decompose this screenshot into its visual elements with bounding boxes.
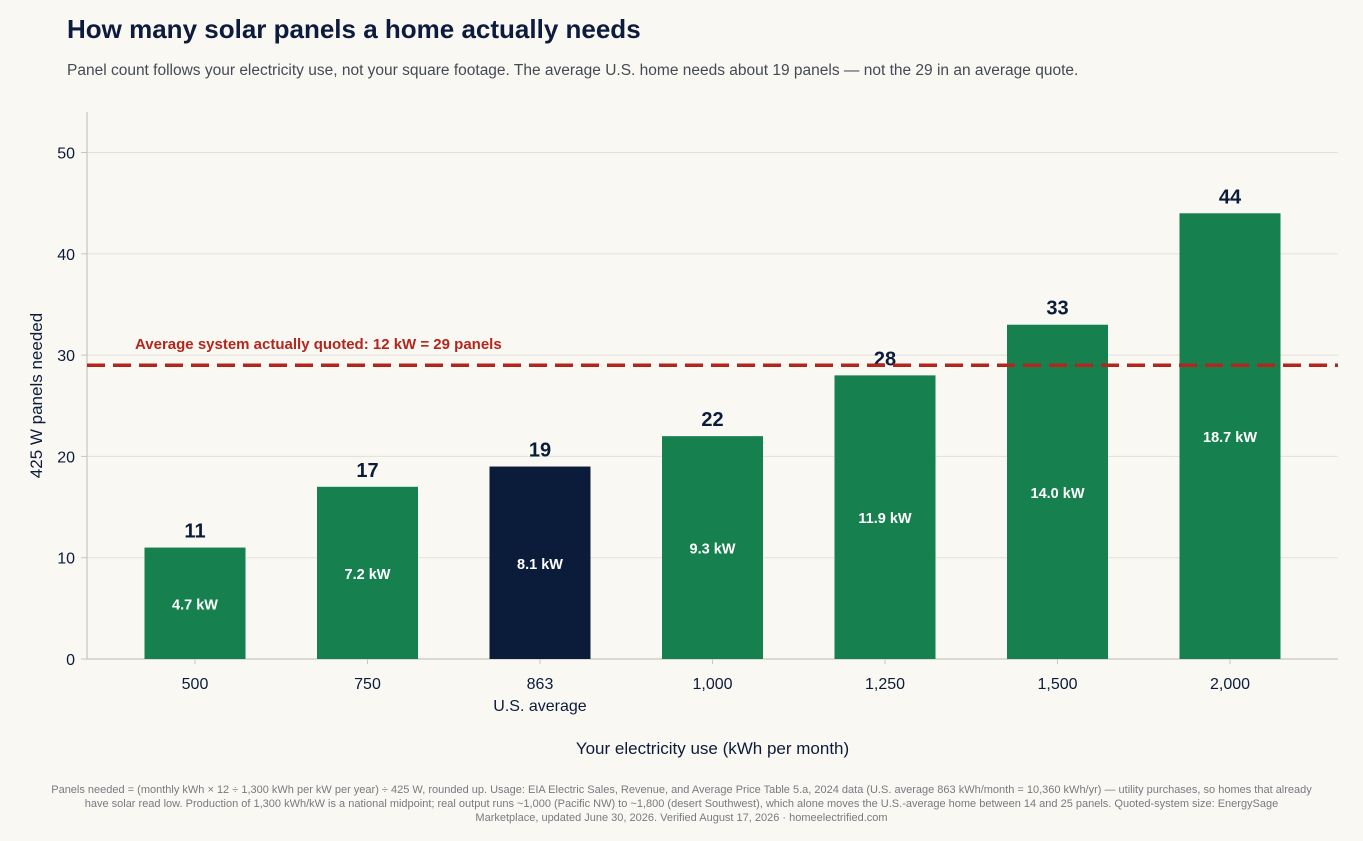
x-tick-sublabel: U.S. average xyxy=(493,698,586,715)
bar-value-label: 17 xyxy=(356,460,378,482)
bar-value-label: 44 xyxy=(1219,186,1242,208)
bar-value-label: 11 xyxy=(184,521,205,543)
x-tick-label: 2,000 xyxy=(1210,676,1250,693)
bar xyxy=(489,466,591,659)
x-tick-label: 750 xyxy=(354,676,381,693)
bar xyxy=(834,375,936,659)
bar-value-label: 22 xyxy=(701,409,723,431)
bar-value-label: 33 xyxy=(1046,298,1068,320)
y-tick-label: 0 xyxy=(66,652,75,669)
bar xyxy=(662,436,763,659)
y-tick-label: 30 xyxy=(57,348,75,365)
bar-value-label: 28 xyxy=(874,348,896,370)
bar xyxy=(1179,213,1281,659)
bar-value-label: 19 xyxy=(529,440,551,462)
x-tick-label: 1,000 xyxy=(692,676,732,693)
chart-title: How many solar panels a home actually ne… xyxy=(67,14,641,44)
bar-inner-label: 8.1 kW xyxy=(517,557,563,573)
footnote-line-1: Panels needed = (monthly kWh × 12 ÷ 1,30… xyxy=(51,784,1312,796)
footnote: Panels needed = (monthly kWh × 12 ÷ 1,30… xyxy=(0,783,1363,825)
x-tick-label: 500 xyxy=(182,676,209,693)
bar-inner-label: 18.7 kW xyxy=(1203,430,1257,446)
bar-inner-label: 4.7 kW xyxy=(172,597,218,613)
y-tick-label: 40 xyxy=(57,247,75,264)
y-axis-title: 425 W panels needed xyxy=(27,313,46,478)
bar-inner-label: 14.0 kW xyxy=(1031,486,1085,502)
bar xyxy=(144,547,246,659)
bar xyxy=(1007,324,1108,659)
chart-subtitle: Panel count follows your electricity use… xyxy=(67,62,1079,79)
y-tick-label: 20 xyxy=(57,449,75,466)
footnote-line-3: Marketplace, updated June 30, 2026. Veri… xyxy=(475,812,888,824)
x-axis-title: Your electricity use (kWh per month) xyxy=(576,739,849,758)
bar xyxy=(317,486,418,659)
y-tick-label: 10 xyxy=(57,551,75,568)
x-tick-label: 1,250 xyxy=(865,676,905,693)
x-tick-label: 863 xyxy=(527,676,554,693)
x-tick-label: 1,500 xyxy=(1037,676,1077,693)
bar-chart: 0 10 20 30 40 50 11 4.7 kW 500 17 7.2 kW 750 19 8.1 k… xyxy=(27,112,1338,758)
footnote-line-2: have solar read low. Production of 1,300… xyxy=(84,798,1279,810)
y-tick-label: 50 xyxy=(57,146,75,163)
bar-inner-label: 7.2 kW xyxy=(345,567,391,583)
bar-inner-label: 9.3 kW xyxy=(690,542,736,558)
bar-inner-label: 11.9 kW xyxy=(858,511,912,527)
reference-line-label: Average system actually quoted: 12 kW = … xyxy=(135,336,502,353)
